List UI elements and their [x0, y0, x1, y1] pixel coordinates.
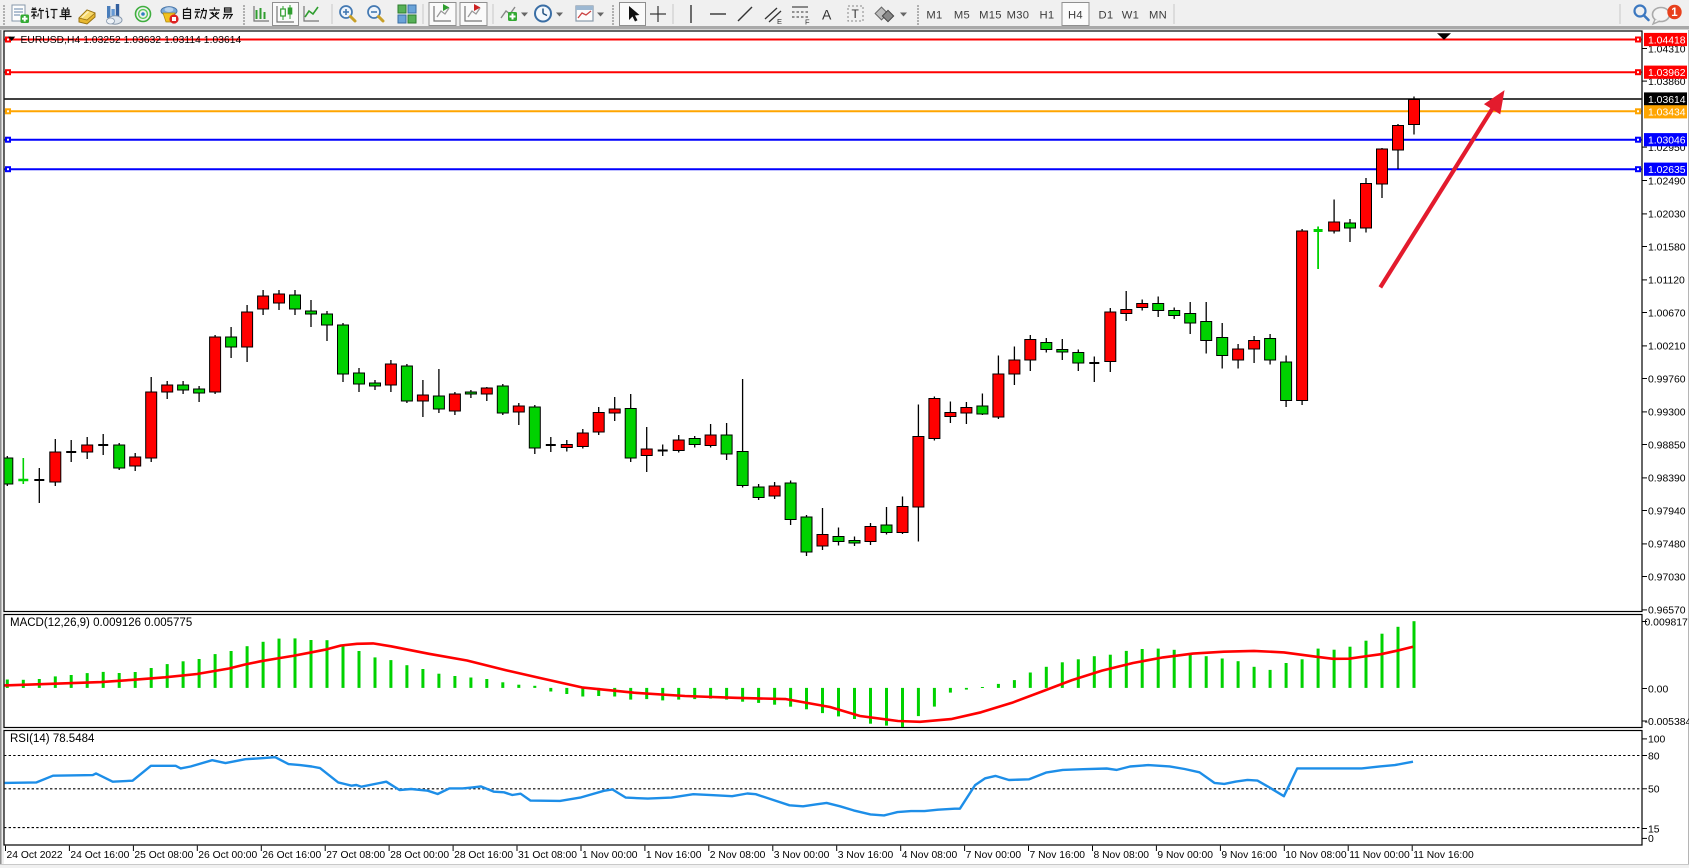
- svg-text:7 Nov 16:00: 7 Nov 16:00: [1030, 850, 1086, 861]
- svg-text:H4: H4: [1068, 10, 1083, 22]
- svg-text:10 Nov 08:00: 10 Nov 08:00: [1285, 850, 1347, 861]
- svg-text:0.009817: 0.009817: [1645, 617, 1689, 628]
- svg-text:0.97480: 0.97480: [1648, 540, 1686, 551]
- svg-text:2 Nov 08:00: 2 Nov 08:00: [710, 850, 766, 861]
- svg-text:3 Nov 00:00: 3 Nov 00:00: [774, 850, 830, 861]
- svg-text:1: 1: [1671, 7, 1678, 19]
- svg-text:1.02030: 1.02030: [1648, 210, 1686, 221]
- svg-text:0.00: 0.00: [1648, 684, 1668, 695]
- svg-text:F: F: [805, 18, 810, 27]
- svg-text:0.96570: 0.96570: [1648, 606, 1686, 617]
- svg-text:1.00210: 1.00210: [1648, 342, 1686, 353]
- svg-text:1.03434: 1.03434: [1648, 108, 1686, 119]
- svg-text:1.04310: 1.04310: [1648, 44, 1686, 55]
- svg-text:27 Oct 08:00: 27 Oct 08:00: [326, 850, 385, 861]
- svg-text:26 Oct 16:00: 26 Oct 16:00: [262, 850, 321, 861]
- svg-text:W1: W1: [1122, 10, 1139, 22]
- svg-text:9 Nov 16:00: 9 Nov 16:00: [1221, 850, 1277, 861]
- svg-text:E: E: [777, 17, 782, 26]
- svg-text:0.97030: 0.97030: [1648, 572, 1686, 583]
- svg-text:24 Oct 16:00: 24 Oct 16:00: [70, 850, 129, 861]
- svg-text:0.99760: 0.99760: [1648, 374, 1686, 385]
- svg-text:0.97940: 0.97940: [1648, 506, 1686, 517]
- svg-text:11 Nov 16:00: 11 Nov 16:00: [1413, 850, 1474, 861]
- svg-text:1 Nov 00:00: 1 Nov 00:00: [582, 850, 638, 861]
- svg-text:1.01120: 1.01120: [1648, 276, 1685, 287]
- svg-text:RSI(14) 78.5484: RSI(14) 78.5484: [10, 733, 95, 745]
- svg-text:MACD(12,26,9) 0.009126 0.00577: MACD(12,26,9) 0.009126 0.005775: [10, 617, 192, 629]
- svg-text:100: 100: [1648, 735, 1666, 746]
- svg-text:7 Nov 00:00: 7 Nov 00:00: [966, 850, 1022, 861]
- svg-text:0.99300: 0.99300: [1648, 408, 1686, 419]
- svg-text:MN: MN: [1149, 10, 1167, 22]
- svg-text:1.03614: 1.03614: [1648, 95, 1686, 106]
- svg-text:9 Nov 00:00: 9 Nov 00:00: [1157, 850, 1213, 861]
- svg-text:11 Nov 00:00: 11 Nov 00:00: [1349, 850, 1410, 861]
- svg-text:1.00670: 1.00670: [1648, 308, 1686, 319]
- svg-text:50: 50: [1648, 785, 1660, 796]
- svg-text:28 Oct 00:00: 28 Oct 00:00: [390, 850, 449, 861]
- svg-text:1.03962: 1.03962: [1648, 68, 1686, 79]
- svg-text:-0.005384: -0.005384: [1645, 717, 1689, 728]
- svg-text:1.01580: 1.01580: [1648, 242, 1686, 253]
- svg-text:28 Oct 16:00: 28 Oct 16:00: [454, 850, 513, 861]
- svg-text:15: 15: [1648, 824, 1660, 835]
- svg-text:1.02635: 1.02635: [1648, 165, 1686, 176]
- svg-text:3 Nov 16:00: 3 Nov 16:00: [838, 850, 894, 861]
- svg-text:8 Nov 08:00: 8 Nov 08:00: [1094, 850, 1150, 861]
- svg-text:0: 0: [1648, 834, 1654, 845]
- svg-text:0.98390: 0.98390: [1648, 474, 1686, 485]
- svg-text:1.03046: 1.03046: [1648, 136, 1686, 147]
- svg-text:1 Nov 16:00: 1 Nov 16:00: [646, 850, 702, 861]
- svg-text:1.02950: 1.02950: [1648, 143, 1686, 154]
- svg-text:M5: M5: [954, 10, 970, 22]
- svg-text:24 Oct 2022: 24 Oct 2022: [7, 850, 63, 861]
- svg-text:80: 80: [1648, 751, 1660, 762]
- svg-text:EURUSD,H4 1.03252 1.03632 1.0: EURUSD,H4 1.03252 1.03632 1.03114 1.0361…: [21, 35, 242, 46]
- svg-text:4 Nov 08:00: 4 Nov 08:00: [902, 850, 958, 861]
- svg-text:0.98850: 0.98850: [1648, 440, 1686, 451]
- svg-text:A: A: [822, 7, 832, 23]
- svg-text:31 Oct 08:00: 31 Oct 08:00: [518, 850, 577, 861]
- svg-text:T: T: [852, 7, 860, 21]
- svg-text:25 Oct 08:00: 25 Oct 08:00: [134, 850, 193, 861]
- svg-text:M15: M15: [979, 10, 1002, 22]
- svg-text:H1: H1: [1040, 10, 1055, 22]
- svg-text:1.02490: 1.02490: [1648, 176, 1686, 187]
- svg-text:M1: M1: [926, 10, 942, 22]
- svg-text:1.03860: 1.03860: [1648, 77, 1686, 88]
- svg-text:M30: M30: [1007, 10, 1030, 22]
- svg-text:1.04418: 1.04418: [1648, 35, 1686, 46]
- svg-text:D1: D1: [1099, 10, 1114, 22]
- svg-text:26 Oct 00:00: 26 Oct 00:00: [198, 850, 257, 861]
